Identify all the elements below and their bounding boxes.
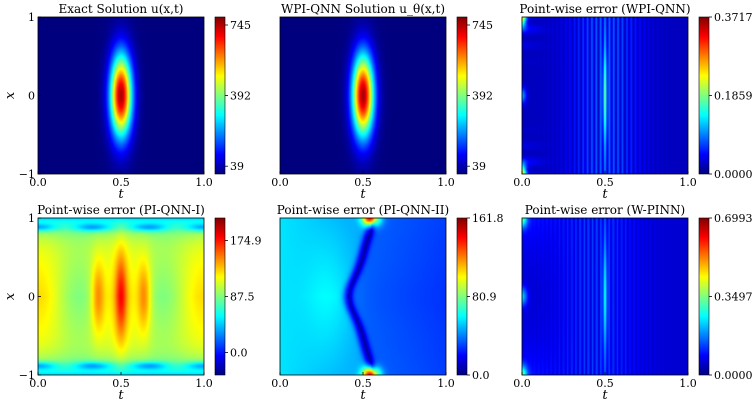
x-axis-label: t — [118, 187, 124, 202]
x-axis-label: t — [360, 388, 366, 403]
colorbar-tick-label: 745 — [230, 19, 251, 32]
x-tick-label: 1.0 — [679, 377, 697, 390]
x-tick-label: 0.0 — [271, 377, 289, 390]
x-tick-label: 0.5 — [596, 377, 614, 390]
x-tick-label: 1.0 — [437, 377, 455, 390]
y-tick-label: 0 — [28, 291, 35, 304]
heatmap-image — [522, 218, 688, 375]
colorbar — [214, 217, 226, 376]
colorbar-tick-label: 87.5 — [230, 291, 255, 304]
colorbar-tick-label: 161.8 — [472, 212, 504, 225]
panel-2: WPI-QNN Solution u_θ(x,t) 0.0 0.5 1.0 t 745 39… — [271, 2, 493, 202]
colorbar-tick-label: 80.9 — [472, 291, 497, 304]
y-axis-label: x — [3, 91, 18, 99]
panel-3: Point-wise error (WPI-QNN) 0.0 0.5 1.0 t 0.37… — [513, 2, 752, 202]
x-tick-label: 0.5 — [354, 176, 372, 189]
x-axis-label: t — [360, 187, 366, 202]
heatmap-image — [522, 17, 688, 174]
colorbar-tick-label: 174.9 — [230, 234, 262, 247]
colorbar — [698, 217, 710, 376]
colorbar-tick-label: 745 — [472, 19, 493, 32]
x-tick-label: 0.0 — [513, 377, 531, 390]
x-axis-label: t — [602, 388, 608, 403]
panel-title: Point-wise error (W-PINN) — [525, 203, 685, 217]
x-tick-label: 0.0 — [271, 176, 289, 189]
colorbar — [214, 16, 226, 175]
x-tick-label: 0.5 — [112, 176, 130, 189]
panel-6: Point-wise error (W-PINN) 0.0 0.5 1.0 t 0.699… — [513, 203, 752, 403]
x-axis-label: t — [118, 388, 124, 403]
panel-title: Point-wise error (WPI-QNN) — [519, 2, 690, 16]
colorbar-tick-label: 392 — [472, 90, 493, 103]
colorbar-tick-label: 0.6993 — [714, 212, 753, 225]
y-tick-label: −1 — [19, 369, 35, 382]
heatmap-image — [280, 218, 446, 375]
colorbar-tick-label: 0.1859 — [714, 89, 753, 102]
colorbar-tick-label: 0.3497 — [714, 290, 753, 303]
colorbar-tick-label: 39 — [472, 160, 486, 173]
colorbar — [456, 217, 468, 376]
colorbar-tick-label: 0.0 — [472, 369, 490, 382]
panel-title: WPI-QNN Solution u_θ(x,t) — [281, 2, 445, 16]
colorbar-tick-label: 0.0 — [230, 347, 248, 360]
x-tick-label: 1.0 — [195, 176, 213, 189]
x-tick-label: 1.0 — [679, 176, 697, 189]
x-axis-label: t — [602, 187, 608, 202]
y-tick-label: −1 — [19, 168, 35, 181]
y-tick-label: 0 — [28, 90, 35, 103]
y-axis-label: x — [3, 292, 18, 300]
x-tick-label: 1.0 — [437, 176, 455, 189]
x-tick-label: 0.5 — [596, 176, 614, 189]
colorbar — [456, 16, 468, 175]
colorbar-tick-label: 39 — [230, 160, 244, 173]
panel-title: Exact Solution u(x,t) — [59, 2, 184, 16]
y-tick-label: 1 — [28, 11, 35, 24]
panel-title: Point-wise error (PI-QNN-II) — [277, 203, 449, 217]
colorbar-tick-label: 392 — [230, 90, 251, 103]
x-tick-label: 0.0 — [29, 176, 47, 189]
x-tick-label: 0.0 — [29, 377, 47, 390]
panel-1: Exact Solution u(x,t) 0.0 0.5 1.0 t 1 0 −1 x 745 3… — [3, 2, 251, 202]
colorbar-tick-label: 0.0000 — [714, 168, 753, 181]
panel-4: Point-wise error (PI-QNN-I) 0.0 0.5 1.0 t 1 0 −… — [3, 203, 262, 403]
heatmap-image — [280, 17, 446, 174]
heatmap-image — [38, 17, 204, 174]
x-tick-label: 0.0 — [513, 176, 531, 189]
colorbar — [698, 16, 710, 175]
y-tick-label: 1 — [28, 212, 35, 225]
heatmap-image — [38, 218, 204, 375]
panel-title: Point-wise error (PI-QNN-I) — [37, 203, 205, 217]
x-tick-label: 1.0 — [195, 377, 213, 390]
x-tick-label: 0.5 — [112, 377, 130, 390]
panel-5: Point-wise error (PI-QNN-II) 0.0 0.5 1.0 t 16… — [271, 203, 503, 403]
x-tick-label: 0.5 — [354, 377, 372, 390]
colorbar-tick-label: 0.0000 — [714, 369, 753, 382]
colorbar-tick-label: 0.3717 — [714, 11, 753, 24]
